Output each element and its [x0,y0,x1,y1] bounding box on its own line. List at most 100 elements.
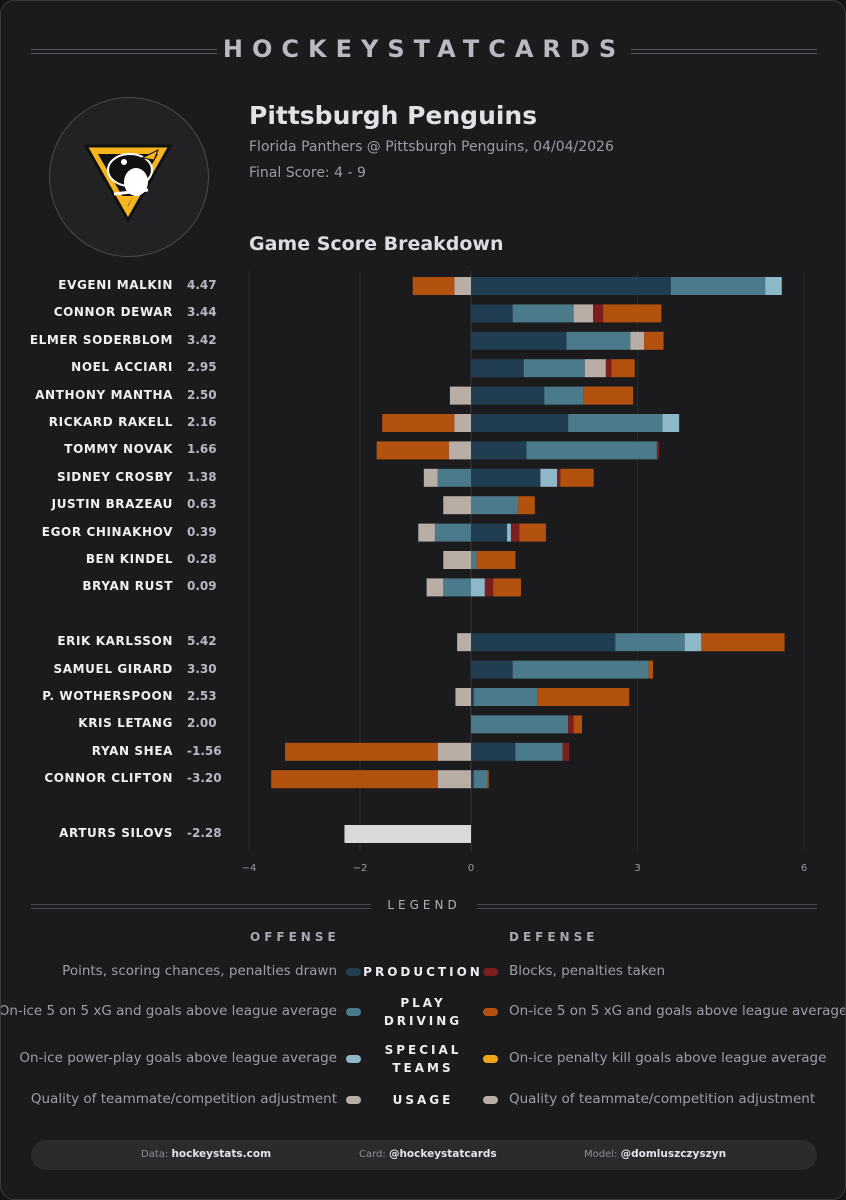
x-tick-label: −2 [353,863,368,874]
game-matchup: Florida Panthers @ Pittsburgh Penguins, … [249,139,614,155]
bar-segment-off-special-teams [471,578,485,597]
legend-defense-swatch [483,1096,498,1104]
game-score-chart: −4 −2 0 3 6 [242,271,807,874]
player-name: ERIK KARLSSON [57,634,173,649]
bar-segment-def-blocks-penalties [656,441,660,460]
bar-segment-usage [455,688,471,706]
bar-segment-def-blocks-penalties [562,742,570,761]
bar-segment-usage [454,414,471,432]
player-game-score: 3.44 [187,305,217,320]
legend-category: USAGE [363,1091,483,1109]
legend-defense-swatch [483,1008,498,1016]
legend-category-line: PRODUCTION [363,965,483,979]
bar-segment-off-play-driving [526,441,657,460]
legend-offense-swatch [346,1096,361,1104]
bar-segment-def-play-driving [537,688,630,706]
footer-model-credit: Model: @domluszczyszyn [584,1148,727,1160]
final-score: Final Score: 4 - 9 [249,165,366,181]
player-game-score: 0.63 [187,497,217,512]
bar-segment-def-blocks-penalties [568,715,574,734]
bar-segment-usage [443,551,471,569]
legend-offense-swatch [346,968,361,976]
bar-segment-usage [437,770,471,789]
legend-offense-heading: OFFENSE [250,930,340,944]
player-game-score: 2.95 [187,360,217,375]
bar-segment-def-play-driving [648,660,654,679]
player-name: RYAN SHEA [91,743,173,758]
bar-segment-def-blocks-penalties [557,468,561,487]
footer-data-credit: Data: hockeystats.com [141,1148,272,1160]
player-name: ELMER SODERBLOM [29,332,173,347]
bar-segment-off-production [471,633,616,652]
player-game-score: -1.56 [187,743,222,758]
player-game-score: 0.09 [187,579,217,594]
bar-segment-usage [426,578,444,597]
player-game-score: 2.50 [187,387,217,402]
bar-segment-off-production [471,688,474,706]
bar-segment-off-production [471,660,513,679]
bar-segment-usage [630,331,645,350]
player-name: ARTURS SILOVS [59,826,173,840]
player-name: CONNOR CLIFTON [44,771,173,786]
penguins-logo-icon [83,144,173,224]
legend-title: LEGEND [387,898,461,912]
player-name: TOMMY NOVAK [64,442,173,457]
player-name: RICKARD RAKELL [48,415,173,429]
legend-defense-description: On-ice 5 on 5 xG and goals above league … [509,1003,846,1019]
bar-segment-off-play-driving [471,715,569,734]
bar-segment-usage [418,523,435,542]
bar-segment-off-play-driving [471,496,519,515]
bar-segment-off-play-driving [512,304,574,323]
player-game-score: 0.39 [187,524,217,539]
bar-segment-off-production [471,359,524,378]
bar-segment-usage [457,633,471,652]
bar-segment-off-special-teams [662,414,680,432]
legend-divider-left [31,904,371,909]
player-game-score: 5.42 [187,634,217,649]
legend-defense-heading: DEFENSE [509,930,599,944]
legend-category: PRODUCTION [363,963,483,981]
legend-category-line: USAGE [392,1093,454,1107]
bar-segment-def-play-driving [573,715,582,734]
bar-segment-def-play-driving [382,414,455,432]
brand-divider-left [31,49,217,54]
bar-segment-def-play-driving [412,277,455,295]
player-game-score: -2.28 [187,826,222,840]
brand-title: HOCKEYSTATCARDS [222,35,626,63]
footer-card-credit: Card: @hockeystatcards [359,1148,497,1160]
bar-segment-def-play-driving [701,633,785,652]
bar-segment-usage [449,386,471,405]
brand-divider-right [631,49,817,54]
player-game-score: 2.16 [187,415,217,429]
legend-offense-description: On-ice 5 on 5 xG and goals above league … [0,1003,337,1019]
bar-segment-off-special-teams [684,633,702,652]
bar-segment-goalie [344,825,471,843]
legend-offense-description: On-ice power-play goals above league ave… [19,1050,337,1066]
chart-title: Game Score Breakdown [249,233,504,255]
bar-segment-def-play-driving [611,359,635,378]
x-tick-label: −4 [242,863,257,874]
bar-segment-off-production [471,414,569,432]
x-tick-label: 6 [801,863,807,874]
bar-segment-usage [454,277,471,295]
bar-segment-def-blocks-penalties [484,578,494,597]
bar-segment-off-production [471,331,567,350]
legend-defense-description: Quality of teammate/competition adjustme… [509,1091,816,1107]
bar-segment-off-production [471,386,545,405]
player-game-score: 1.66 [187,442,217,457]
legend-defense-description: On-ice penalty kill goals above league a… [509,1050,827,1066]
legend-offense-description: Quality of teammate/competition adjustme… [30,1091,337,1107]
player-name: EVGENI MALKIN [58,278,173,292]
bar-segment-off-special-teams [540,468,558,487]
legend-category: PLAY DRIVING [363,994,483,1030]
bar-segment-off-special-teams [507,523,511,542]
bar-segment-def-play-driving [560,468,594,487]
legend-defense-swatch [483,968,498,976]
x-tick-label: 0 [468,863,474,874]
bar-segment-def-play-driving [583,386,634,405]
legend-defense-description: Blocks, penalties taken [509,963,666,979]
bar-segment-off-play-driving [568,414,663,432]
bar-segment-def-play-driving [518,496,535,515]
bar-segment-off-play-driving [471,551,477,569]
